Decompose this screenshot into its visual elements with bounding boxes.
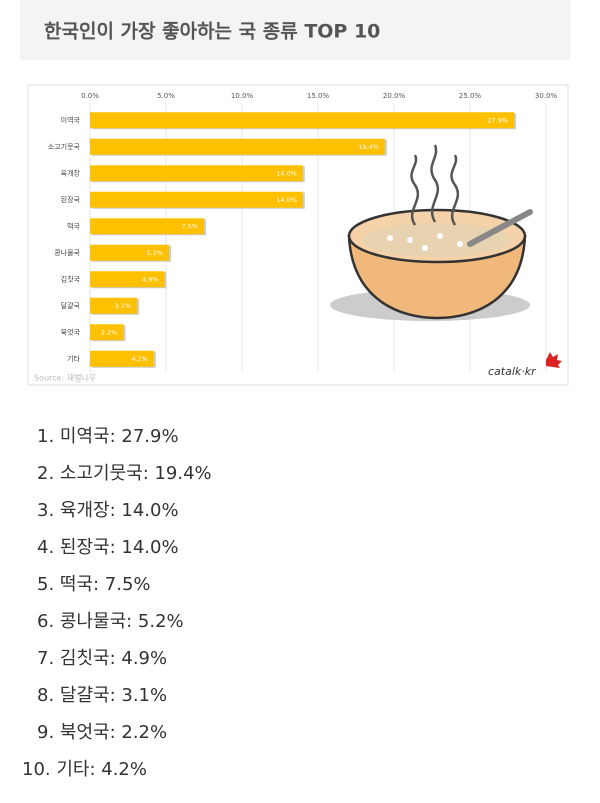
bar [90, 244, 170, 261]
dot [437, 233, 443, 239]
x-tick-label: 10.0% [231, 92, 254, 100]
watermark: catalk·kr [488, 365, 537, 378]
x-tick-label: 30.0% [535, 92, 558, 100]
list-item: 1. 미역국: 27.9% [37, 426, 179, 447]
spoon [467, 209, 533, 247]
header-box [20, 0, 570, 60]
list-item: 4. 된장국: 14.0% [37, 537, 179, 558]
steam [430, 144, 440, 223]
x-tick-label: 0.0% [81, 92, 99, 100]
bar [90, 218, 204, 235]
value-label: 14.0% [276, 169, 297, 177]
bar [90, 112, 515, 129]
dot [422, 245, 428, 251]
value-label: 5.2% [147, 249, 164, 257]
y-tick-label: 육개장 [61, 168, 81, 177]
list-item: 6. 콩나물국: 5.2% [37, 611, 184, 632]
list-item: 3. 육개장: 14.0% [37, 500, 179, 521]
bar [90, 324, 124, 341]
title: 한국인이 가장 좋아하는 국 종류 TOP 10 [44, 21, 380, 43]
bar [90, 191, 303, 208]
value-label: 7.5% [181, 222, 198, 230]
list-item: 5. 떡국: 7.5% [37, 574, 151, 595]
bowl-illustration [330, 144, 562, 368]
bar [90, 297, 138, 314]
list-item: 8. 달걀국: 3.1% [37, 685, 167, 706]
value-label: 4.2% [131, 355, 148, 363]
dot [457, 241, 463, 247]
list-item: 10. 기타: 4.2% [22, 759, 147, 780]
value-label: 19.4% [358, 143, 379, 151]
x-tick-label: 15.0% [307, 92, 330, 100]
y-tick-label: 된장국 [61, 195, 81, 204]
x-tick-label: 25.0% [459, 92, 482, 100]
y-tick-label: 떡국 [67, 221, 80, 230]
maple-leaf [546, 352, 562, 368]
dot [387, 235, 393, 241]
y-tick-label: 김칫국 [61, 275, 81, 283]
source: Source: 재벌나우 [34, 373, 96, 383]
list-item: 9. 북엇국: 2.2% [37, 722, 167, 743]
value-label: 4.9% [142, 275, 159, 283]
steam [450, 154, 460, 226]
y-tick-label: 북엇국 [61, 327, 81, 336]
y-tick-label: 콩나물국 [54, 248, 80, 257]
value-label: 14.0% [276, 196, 297, 204]
y-tick-label: 기타 [67, 354, 80, 363]
value-label: 27.9% [487, 116, 508, 124]
list-item: 2. 소고기뭇국: 19.4% [37, 463, 212, 484]
bar [90, 350, 154, 367]
y-tick-label: 소고기뭇국 [48, 142, 81, 151]
y-tick-label: 달걀국 [61, 301, 81, 310]
value-label: 3.1% [115, 302, 132, 310]
x-tick-label: 5.0% [157, 92, 175, 100]
bar [90, 271, 165, 288]
dot [407, 237, 413, 243]
bar [90, 165, 303, 182]
soup [363, 223, 511, 257]
value-label: 2.2% [101, 328, 118, 336]
bar [90, 138, 385, 155]
y-tick-label: 미역국 [61, 115, 81, 124]
x-tick-label: 20.0% [383, 92, 406, 100]
steam [410, 154, 420, 226]
list-item: 7. 김칫국: 4.9% [37, 648, 167, 669]
